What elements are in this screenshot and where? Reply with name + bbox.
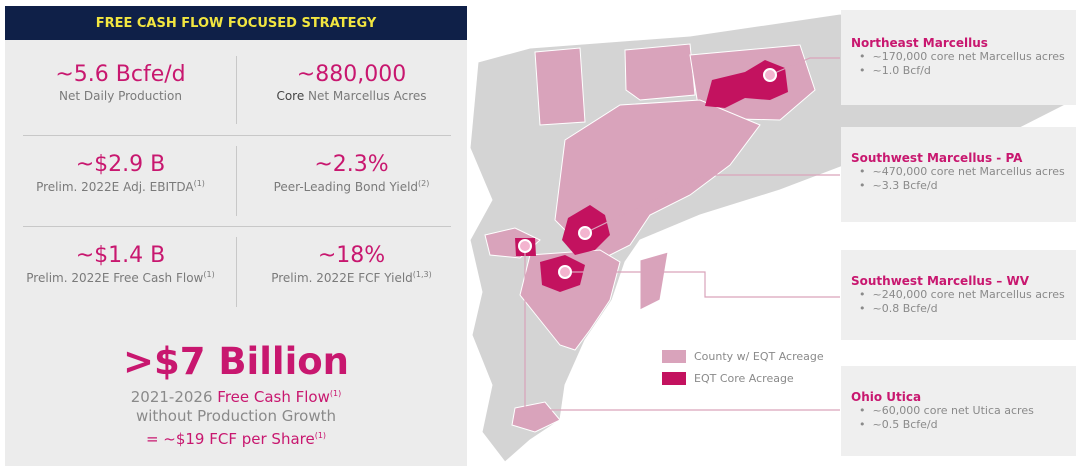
legend-swatch bbox=[662, 372, 686, 385]
location-marker bbox=[578, 226, 592, 240]
metric: ~$2.9 B Prelim. 2022E Adj. EBITDA(1) bbox=[5, 152, 236, 194]
bullet-dot: • bbox=[859, 50, 873, 63]
label-text: Net Daily Production bbox=[59, 89, 182, 103]
text: 2021-2026 bbox=[130, 388, 218, 406]
label-text: Prelim. 2022E FCF Yield bbox=[271, 271, 413, 285]
callout-line bbox=[565, 271, 840, 298]
region-box: Ohio Utica • ~60,000 core net Utica acres… bbox=[841, 366, 1076, 456]
county-shading bbox=[624, 43, 696, 101]
bullet-text: ~0.5 Bcfe/d bbox=[872, 418, 938, 431]
bullet-dot: • bbox=[859, 179, 873, 192]
footnote: (2) bbox=[418, 179, 430, 188]
bullet-dot: • bbox=[859, 64, 873, 77]
text: = ~$19 FCF per Share bbox=[145, 430, 315, 448]
bullet-dot: • bbox=[859, 302, 873, 315]
footnote: (1) bbox=[203, 270, 215, 279]
legend-label: EQT Core Acreage bbox=[694, 372, 794, 385]
region-box: Northeast Marcellus • ~170,000 core net M… bbox=[841, 10, 1076, 105]
callout-line bbox=[769, 57, 840, 76]
metric: ~18% Prelim. 2022E FCF Yield(1,3) bbox=[236, 243, 467, 285]
region-bullet: • ~1.0 Bcf/d bbox=[859, 64, 1066, 78]
metric-value: ~5.6 Bcfe/d bbox=[55, 62, 186, 87]
region-bullet: • ~470,000 core net Marcellus acres bbox=[859, 165, 1066, 179]
region-bullet: • ~0.5 Bcfe/d bbox=[859, 418, 1066, 432]
callout-lines bbox=[524, 57, 840, 411]
legend-label: County w/ EQT Acreage bbox=[694, 350, 824, 363]
metric-value: ~880,000 bbox=[296, 62, 407, 87]
location-marker bbox=[558, 265, 572, 279]
legend-swatch bbox=[662, 350, 686, 363]
metric-label: Prelim. 2022E Adj. EBITDA(1) bbox=[5, 179, 236, 194]
region-title: Southwest Marcellus - PA bbox=[851, 151, 1023, 165]
region-bullet: • ~240,000 core net Marcellus acres bbox=[859, 288, 1066, 302]
location-marker bbox=[518, 239, 532, 253]
metric-label: Peer-Leading Bond Yield(2) bbox=[236, 179, 467, 194]
county-shading bbox=[534, 47, 586, 126]
region-title: Southwest Marcellus – WV bbox=[851, 274, 1029, 288]
divider bbox=[23, 135, 451, 136]
region-bullet: • ~3.3 Bcfe/d bbox=[859, 179, 1066, 193]
label-emphasis: Core bbox=[276, 89, 305, 103]
metric-label: Net Daily Production bbox=[5, 89, 236, 103]
legend-item: County w/ EQT Acreage bbox=[662, 350, 824, 363]
bullet-text: ~1.0 Bcf/d bbox=[872, 64, 931, 77]
metric: ~5.6 Bcfe/d Net Daily Production bbox=[5, 62, 236, 103]
metric-value: ~2.3% bbox=[314, 152, 389, 177]
metrics-panel: ~5.6 Bcfe/d Net Daily Production ~880,000 C… bbox=[5, 40, 467, 466]
summary-line: 2021-2026 Free Cash Flow(1) bbox=[5, 384, 467, 407]
metric-label: Prelim. 2022E FCF Yield(1,3) bbox=[236, 270, 467, 285]
bullet-text: ~470,000 core net Marcellus acres bbox=[872, 165, 1065, 178]
summary-line: without Production Growth bbox=[135, 407, 337, 425]
footnote: (1,3) bbox=[412, 270, 432, 279]
headline: >$7 Billion bbox=[122, 340, 350, 383]
region-title: Ohio Utica bbox=[851, 390, 922, 404]
footnote: (1) bbox=[329, 389, 342, 398]
region-box: Southwest Marcellus - PA • ~470,000 core … bbox=[841, 127, 1076, 222]
metric: ~2.3% Peer-Leading Bond Yield(2) bbox=[236, 152, 467, 194]
divider bbox=[23, 226, 451, 227]
summary: >$7 Billion 2021-2026 Free Cash Flow(1) … bbox=[5, 340, 467, 449]
region-title: Northeast Marcellus bbox=[851, 36, 988, 50]
label-text: Prelim. 2022E Adj. EBITDA bbox=[36, 180, 194, 194]
header-title: FREE CASH FLOW FOCUSED STRATEGY bbox=[5, 6, 467, 40]
highlight: Free Cash Flow bbox=[217, 388, 330, 406]
metric-value: ~$1.4 B bbox=[75, 243, 166, 268]
bullet-text: ~3.3 Bcfe/d bbox=[872, 179, 938, 192]
label-text: Peer-Leading Bond Yield bbox=[273, 180, 419, 194]
metric-label: Prelim. 2022E Free Cash Flow(1) bbox=[5, 270, 236, 285]
metric: ~$1.4 B Prelim. 2022E Free Cash Flow(1) bbox=[5, 243, 236, 285]
region-bullet: • ~0.8 Bcfe/d bbox=[859, 302, 1066, 316]
bullet-text: ~0.8 Bcfe/d bbox=[872, 302, 938, 315]
bullet-text: ~170,000 core net Marcellus acres bbox=[872, 50, 1065, 63]
divider bbox=[236, 56, 237, 124]
region-box: Southwest Marcellus – WV • ~240,000 core … bbox=[841, 250, 1076, 340]
callout-line bbox=[584, 174, 840, 234]
callout-line bbox=[524, 246, 840, 411]
bullet-dot: • bbox=[859, 288, 873, 301]
summary-line: = ~$19 FCF per Share(1) bbox=[5, 426, 467, 449]
location-marker bbox=[763, 68, 777, 82]
divider bbox=[236, 146, 237, 216]
bullet-dot: • bbox=[859, 404, 873, 417]
divider bbox=[236, 237, 237, 307]
metric-label: Core Net Marcellus Acres bbox=[236, 89, 467, 103]
metric-value: ~$2.9 B bbox=[75, 152, 166, 177]
bullet-text: ~240,000 core net Marcellus acres bbox=[872, 288, 1065, 301]
metric-value: ~18% bbox=[317, 243, 386, 268]
region-bullet: • ~170,000 core net Marcellus acres bbox=[859, 50, 1066, 64]
region-bullet: • ~60,000 core net Utica acres bbox=[859, 404, 1066, 418]
bullet-text: ~60,000 core net Utica acres bbox=[872, 404, 1034, 417]
label-text: Net Marcellus Acres bbox=[304, 89, 427, 103]
legend-item: EQT Core Acreage bbox=[662, 372, 794, 385]
footnote: (1) bbox=[314, 431, 327, 440]
footnote: (1) bbox=[193, 179, 205, 188]
label-text: Prelim. 2022E Free Cash Flow bbox=[26, 271, 204, 285]
county-shading bbox=[639, 251, 669, 311]
bullet-dot: • bbox=[859, 165, 873, 178]
metric: ~880,000 Core Net Marcellus Acres bbox=[236, 62, 467, 103]
bullet-dot: • bbox=[859, 418, 873, 431]
